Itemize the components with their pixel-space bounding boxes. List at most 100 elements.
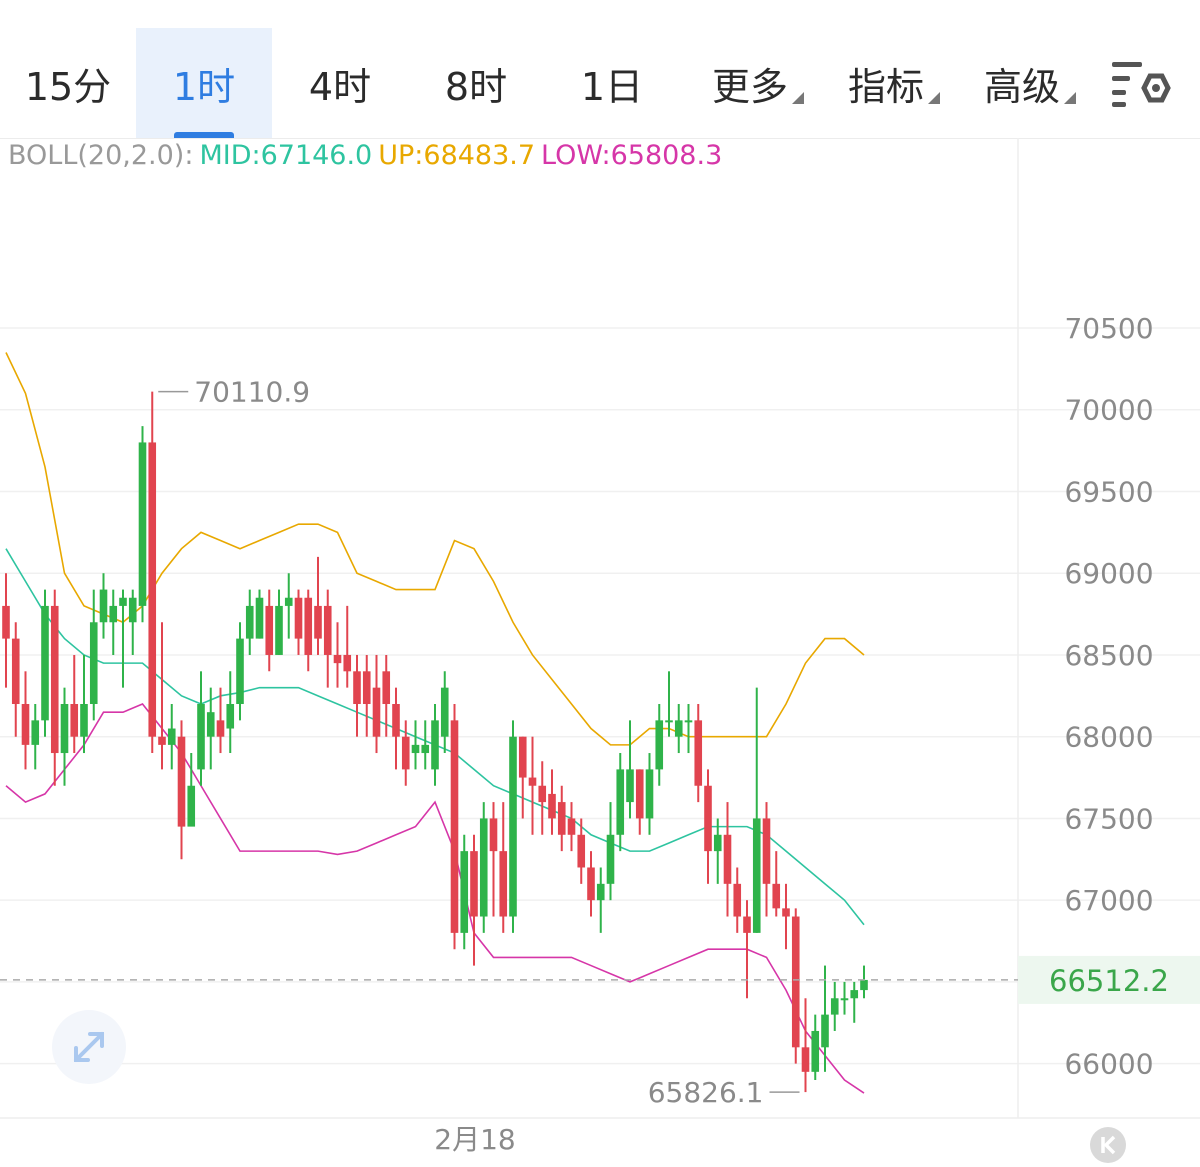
candle-body <box>626 769 634 803</box>
chart-settings-icon[interactable] <box>1110 58 1176 110</box>
y-tick-label: 66000 <box>1064 1048 1153 1081</box>
candle-body <box>50 605 59 754</box>
low-price-label: 65826.1 <box>648 1076 764 1109</box>
candle-body <box>772 883 781 909</box>
candle-body <box>440 687 449 737</box>
scroll-to-latest-icon[interactable] <box>1090 1127 1126 1163</box>
y-tick-label: 68500 <box>1064 639 1153 672</box>
active-tab-indicator <box>174 132 234 138</box>
candle-body <box>635 769 644 819</box>
tab-label: 指标 <box>847 64 924 109</box>
candle-body <box>606 834 615 884</box>
candle-body <box>304 597 313 655</box>
candle-body <box>421 744 430 754</box>
tab-4hour[interactable]: 4时 <box>272 28 408 138</box>
y-tick-label: 70000 <box>1064 394 1153 427</box>
candle-body <box>577 834 586 868</box>
high-price-label: 70110.9 <box>194 376 310 409</box>
candle-body <box>645 769 654 819</box>
tab-label: 更多 <box>711 64 788 109</box>
tab-1hour[interactable]: 1时 <box>136 28 272 138</box>
candle-body <box>275 605 283 655</box>
candle-body <box>518 736 527 778</box>
candle-body <box>343 654 352 672</box>
candle-body <box>109 605 118 623</box>
boll-low-value: LOW:65808.3 <box>541 140 723 171</box>
candle-body <box>752 818 761 933</box>
candle-body <box>284 597 293 606</box>
candle-body <box>713 834 722 852</box>
candle-body <box>119 597 127 606</box>
boll-mid-value: MID:67146.0 <box>199 140 373 171</box>
tab-label: 15分 <box>24 64 112 109</box>
candle-body <box>723 834 732 884</box>
candle-body <box>392 704 400 737</box>
candle-body <box>401 736 410 770</box>
y-tick-label: 70500 <box>1064 312 1153 345</box>
boll-label: BOLL(20,2.0): <box>8 140 194 171</box>
candle-body <box>294 597 303 639</box>
candle-body <box>245 605 254 639</box>
candle-body <box>197 704 205 770</box>
candle-body <box>99 589 108 623</box>
candle-body <box>362 671 371 705</box>
candle-body <box>2 605 10 639</box>
dropdown-caret-icon <box>928 92 940 104</box>
candle-body <box>616 769 625 835</box>
timeframe-tab-bar: 15分 1时 4时 8时 1日 更多 指标 高级 <box>0 0 1200 139</box>
tab-more-dropdown[interactable]: 更多 <box>700 28 804 138</box>
candle-body <box>548 793 556 819</box>
tab-label: 1时 <box>172 64 236 109</box>
x-tick-label: 2月18 <box>434 1123 515 1156</box>
tab-advanced-dropdown[interactable]: 高级 <box>972 28 1076 138</box>
candle-body <box>470 851 478 917</box>
candle-body <box>567 818 576 835</box>
candle-body <box>265 605 274 655</box>
candle-body <box>411 744 420 754</box>
candle-body <box>70 704 79 737</box>
candle-body <box>177 736 186 827</box>
y-tick-label: 67500 <box>1064 802 1153 835</box>
tab-indicators-dropdown[interactable]: 指标 <box>836 28 940 138</box>
y-tick-label: 68000 <box>1064 721 1153 754</box>
boll-indicator-legend: BOLL(20,2.0): MID:67146.0 UP:68483.7 LOW:65… <box>8 140 728 171</box>
candle-body <box>782 908 790 917</box>
candle-body <box>733 883 742 917</box>
tab-label: 高级 <box>983 64 1060 109</box>
candle-body <box>60 704 69 754</box>
dropdown-caret-icon <box>1064 92 1076 104</box>
expand-chart-icon[interactable] <box>52 1010 126 1084</box>
candle-body <box>830 998 839 1015</box>
y-tick-label: 69000 <box>1064 557 1153 590</box>
candle-body <box>860 979 868 991</box>
candle-body <box>596 883 605 901</box>
tab-15min[interactable]: 15分 <box>0 28 136 138</box>
candle-body <box>138 442 147 606</box>
candle-body <box>431 720 439 770</box>
candle-body <box>743 916 751 933</box>
candle-body <box>353 671 361 705</box>
candle-body <box>704 785 712 852</box>
tab-1day[interactable]: 1日 <box>544 28 680 138</box>
candle-body <box>587 867 595 901</box>
candle-body <box>791 916 800 1048</box>
candle-body <box>538 785 547 803</box>
candle-body <box>89 622 98 705</box>
current-price-tag <box>1018 955 1200 1004</box>
y-tick-label: 69500 <box>1064 475 1153 508</box>
candle-body <box>206 712 215 737</box>
candle-body <box>674 720 683 737</box>
tab-8hour[interactable]: 8时 <box>408 28 544 138</box>
candle-body <box>314 605 322 639</box>
boll-up-value: UP:68483.7 <box>378 140 536 171</box>
candle-body <box>489 818 498 852</box>
price-markers: 66512.2 70110.9 65826.1 <box>0 376 1200 1109</box>
candle-body <box>333 654 342 664</box>
candle-body <box>655 720 664 770</box>
candle-body <box>557 802 566 835</box>
candlestick-chart[interactable]: 66000 67000 67500 68000 68500 69000 69500 70000… <box>0 138 1200 1165</box>
y-tick-label: 67000 <box>1064 884 1153 917</box>
candle-body <box>811 1030 820 1072</box>
candle-body <box>128 597 137 623</box>
candle-body <box>216 720 225 737</box>
